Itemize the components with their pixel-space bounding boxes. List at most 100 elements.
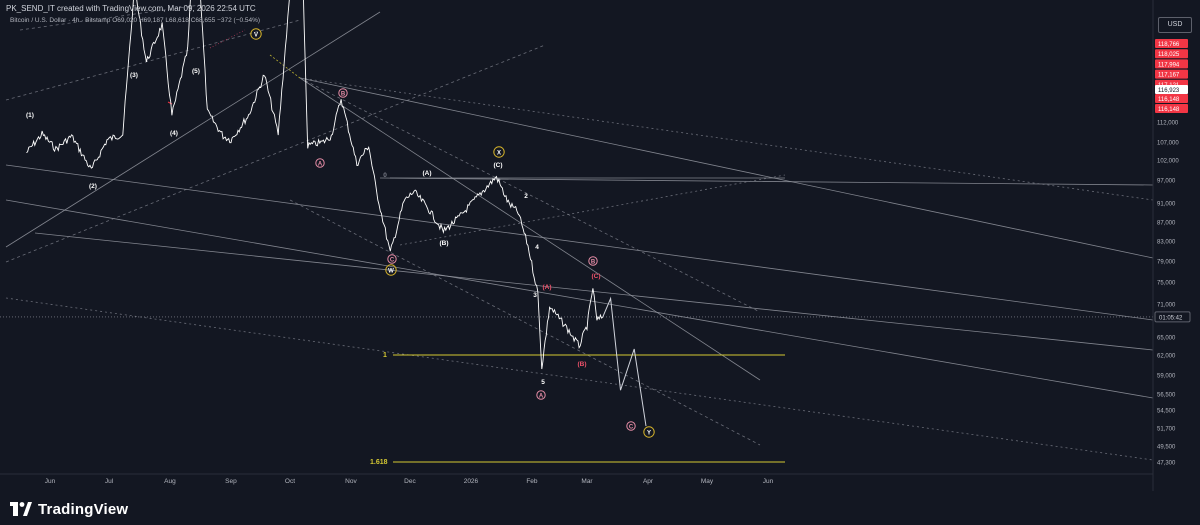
trendline (299, 77, 1154, 201)
ohlc-low: L68,618 (165, 17, 189, 24)
trendline (299, 77, 761, 313)
time-axis[interactable]: Jun Jul Aug Sep Oct Nov Dec 2026 Feb Mar Apr May Jun (0, 473, 1153, 485)
wave-circle-b-2: B (588, 256, 598, 266)
currency-button[interactable]: USD (1158, 17, 1192, 33)
wave-circle-x: X (493, 146, 505, 158)
y-tick-label: 65,000 (1157, 336, 1176, 342)
y-tick-label: 102,000 (1157, 159, 1179, 165)
wave-circle-a-2-text: A (539, 393, 544, 399)
trendline (19, 4, 201, 31)
wave-label-minor-4: 4 (535, 244, 539, 251)
wave-label-a: (A) (422, 170, 431, 177)
price-axis[interactable]: 112,000 107,000 102,000 97,000 91,000 87,000 8… (1152, 0, 1200, 491)
wave-circle-a-1-ring (315, 158, 325, 168)
trendline (5, 11, 381, 248)
wave-circle-w-ring (385, 264, 397, 276)
wave-circle-b-2-text: B (591, 259, 596, 265)
projection-path (602, 296, 647, 427)
wave-circle-b-2-ring (588, 256, 598, 266)
wave-label-red-c: (C) (591, 273, 600, 280)
price-line (26, 0, 604, 370)
y-tick-label: 49,500 (1157, 445, 1176, 451)
red-price-badge: 117,167 (1155, 69, 1188, 79)
trendline (209, 29, 246, 49)
red-price-badge-label: 118,766 (1158, 42, 1180, 48)
current-price-badge-bg (1154, 311, 1191, 323)
tradingview-logo-text: TradingView (38, 500, 129, 518)
tradingview-logo[interactable]: TradingView (10, 499, 128, 519)
x-tick-label: Dec (404, 478, 416, 485)
symbol-info[interactable]: Bitcoin / U.S. Dollar · 4h · Bitstamp O6… (10, 17, 260, 24)
fib-label: 1.618 (370, 459, 388, 466)
y-tick-label: 56,500 (1157, 393, 1176, 399)
fib-levels: 1 1.618 (0, 316, 1153, 466)
trendline (5, 199, 1154, 399)
wave-label-3: (3) (130, 72, 138, 79)
symbol-name: Bitcoin / U.S. Dollar · 4h · Bitstamp (10, 17, 111, 24)
wave-label-c: (C) (493, 162, 502, 169)
y-tick-label: 51,700 (1157, 427, 1176, 433)
y-tick-label: 97,000 (1157, 179, 1176, 185)
current-price-badge-label: 01:05:42 (1159, 315, 1183, 321)
wave-circle-b-1-ring (338, 88, 348, 98)
trendline (5, 297, 1154, 461)
wave-label-minor-5: 5 (541, 379, 545, 386)
wave-circle-y: Y (643, 426, 655, 438)
wave-circle-a-2: A (536, 390, 546, 400)
x-tick-label: Jun (763, 478, 774, 485)
red-price-badge: 118,766 (1155, 39, 1188, 48)
x-tick-label: Aug (164, 478, 176, 485)
red-price-badge-bg (1155, 59, 1188, 69)
wave-label-4: (4) (170, 130, 178, 137)
x-tick-label: Nov (345, 478, 357, 485)
trendline (299, 77, 1154, 259)
footer (0, 491, 1200, 525)
wave-circle-y-text: Y (647, 430, 651, 436)
wave-circle-b-1: B (338, 88, 348, 98)
trendline (379, 177, 1154, 186)
x-tick-label: Jun (45, 478, 56, 485)
trendline (289, 199, 761, 446)
x-tick-label: Feb (526, 478, 538, 485)
red-price-badge-label: 117,994 (1158, 62, 1180, 68)
trendline (5, 164, 1154, 321)
wave-circle-v-ring (250, 28, 262, 40)
red-price-badge-bg (1155, 39, 1188, 48)
y-tick-label: 83,000 (1157, 240, 1176, 246)
wave-circle-c-2-text: C (629, 424, 634, 430)
wave-circle-a-1-text: A (318, 161, 323, 167)
ohlc-high: H69,187 (138, 17, 164, 24)
wave-circle-c-1-ring (387, 254, 397, 264)
wave-label-b: (B) (439, 240, 448, 247)
y-tick-label: 62,000 (1157, 354, 1176, 360)
ohlc-open: O69,020 (112, 17, 138, 24)
red-price-badge: 116,148 (1155, 94, 1188, 103)
wave-label-5: (5) (192, 68, 200, 75)
wave-circle-w: W (385, 264, 397, 276)
fib-label: 1 (383, 352, 387, 359)
current-price-badge: 01:05:42 (1154, 311, 1191, 323)
wave-circle-v: V (250, 28, 262, 40)
y-tick-label: 54,500 (1157, 409, 1176, 415)
wave-circle-a-1: A (315, 158, 325, 168)
y-tick-label: 112,000 (1157, 121, 1179, 127)
y-tick-label: 107,000 (1157, 141, 1179, 147)
trendline (34, 232, 1154, 351)
wave-circle-w-text: W (388, 268, 394, 274)
y-tick-label: 91,000 (1157, 202, 1176, 208)
x-tick-label: May (701, 478, 714, 485)
tradingview-logo-icon (10, 502, 32, 516)
y-tick-label: 87,000 (1157, 221, 1176, 227)
x-tick-label: Oct (285, 478, 295, 485)
wave-circle-c-2: C (626, 421, 636, 431)
trendline (299, 77, 761, 381)
red-price-badge-label: 118,025 (1158, 52, 1180, 58)
x-tick-label: Apr (643, 478, 654, 485)
x-tick-label: Mar (581, 478, 593, 485)
trendline (5, 44, 546, 263)
y-tick-label: 79,000 (1157, 260, 1176, 266)
ohlc-change: −372 (−0.54%) (217, 17, 261, 24)
y-tick-label: 71,000 (1157, 303, 1176, 309)
